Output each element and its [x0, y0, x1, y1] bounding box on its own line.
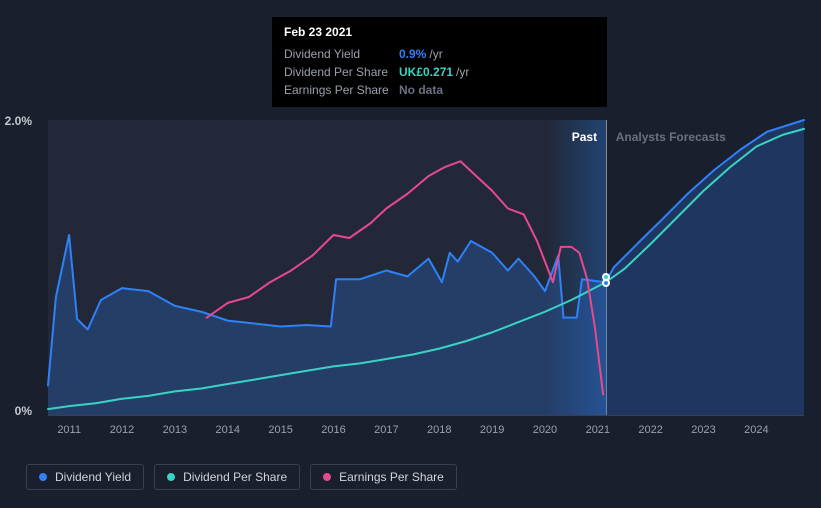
legend-label: Dividend Per Share [183, 470, 287, 484]
legend-label: Earnings Per Share [339, 470, 444, 484]
legend-dot-icon [39, 473, 47, 481]
tooltip-row-unit: /yr [456, 65, 469, 79]
x-tick: 2015 [268, 424, 292, 436]
plot-area[interactable]: Past Analysts Forecasts [48, 120, 804, 416]
legend-dot-icon [167, 473, 175, 481]
tooltip-row: Dividend Per ShareUK£0.271/yr [284, 63, 595, 81]
tooltip-row-value: UK£0.271 [399, 65, 453, 79]
legend-dot-icon [323, 473, 331, 481]
legend-item[interactable]: Dividend Yield [26, 464, 144, 490]
x-tick: 2013 [163, 424, 187, 436]
y-axis-max: 2.0% [5, 114, 32, 128]
tooltip-row: Dividend Yield0.9%/yr [284, 45, 595, 63]
chart-marker [602, 273, 610, 281]
legend-item[interactable]: Earnings Per Share [310, 464, 457, 490]
x-tick: 2018 [427, 424, 451, 436]
x-tick: 2012 [110, 424, 134, 436]
legend-item[interactable]: Dividend Per Share [154, 464, 300, 490]
tooltip-row-unit: /yr [429, 47, 442, 61]
x-tick: 2016 [321, 424, 345, 436]
x-tick: 2011 [57, 424, 81, 436]
x-tick: 2022 [638, 424, 662, 436]
x-tick: 2014 [215, 424, 239, 436]
legend-label: Dividend Yield [55, 470, 131, 484]
chart-tooltip: Feb 23 2021 Dividend Yield0.9%/yrDividen… [272, 17, 607, 107]
tooltip-row: Earnings Per ShareNo data [284, 81, 595, 99]
x-tick: 2024 [744, 424, 768, 436]
tooltip-row-label: Dividend Yield [284, 47, 399, 61]
tooltip-row-label: Earnings Per Share [284, 83, 399, 97]
legend: Dividend Yield Dividend Per Share Earnings… [26, 464, 457, 490]
tooltip-row-value: 0.9% [399, 47, 426, 61]
chart-svg [48, 120, 804, 415]
x-tick: 2019 [480, 424, 504, 436]
tooltip-date: Feb 23 2021 [284, 25, 595, 39]
x-tick: 2021 [586, 424, 610, 436]
x-tick: 2017 [374, 424, 398, 436]
y-axis-min: 0% [15, 404, 32, 418]
dividend-chart: 2.0% 0% Past Analysts Forecasts 20112012… [18, 104, 804, 424]
x-tick: 2023 [691, 424, 715, 436]
tooltip-rows: Dividend Yield0.9%/yrDividend Per ShareU… [284, 45, 595, 99]
tooltip-row-label: Dividend Per Share [284, 65, 399, 79]
x-tick: 2020 [533, 424, 557, 436]
x-axis: 2011 2012 2013 2014 2015 2016 2017 2018 2019 2020… [48, 424, 804, 444]
tooltip-row-value: No data [399, 83, 443, 97]
